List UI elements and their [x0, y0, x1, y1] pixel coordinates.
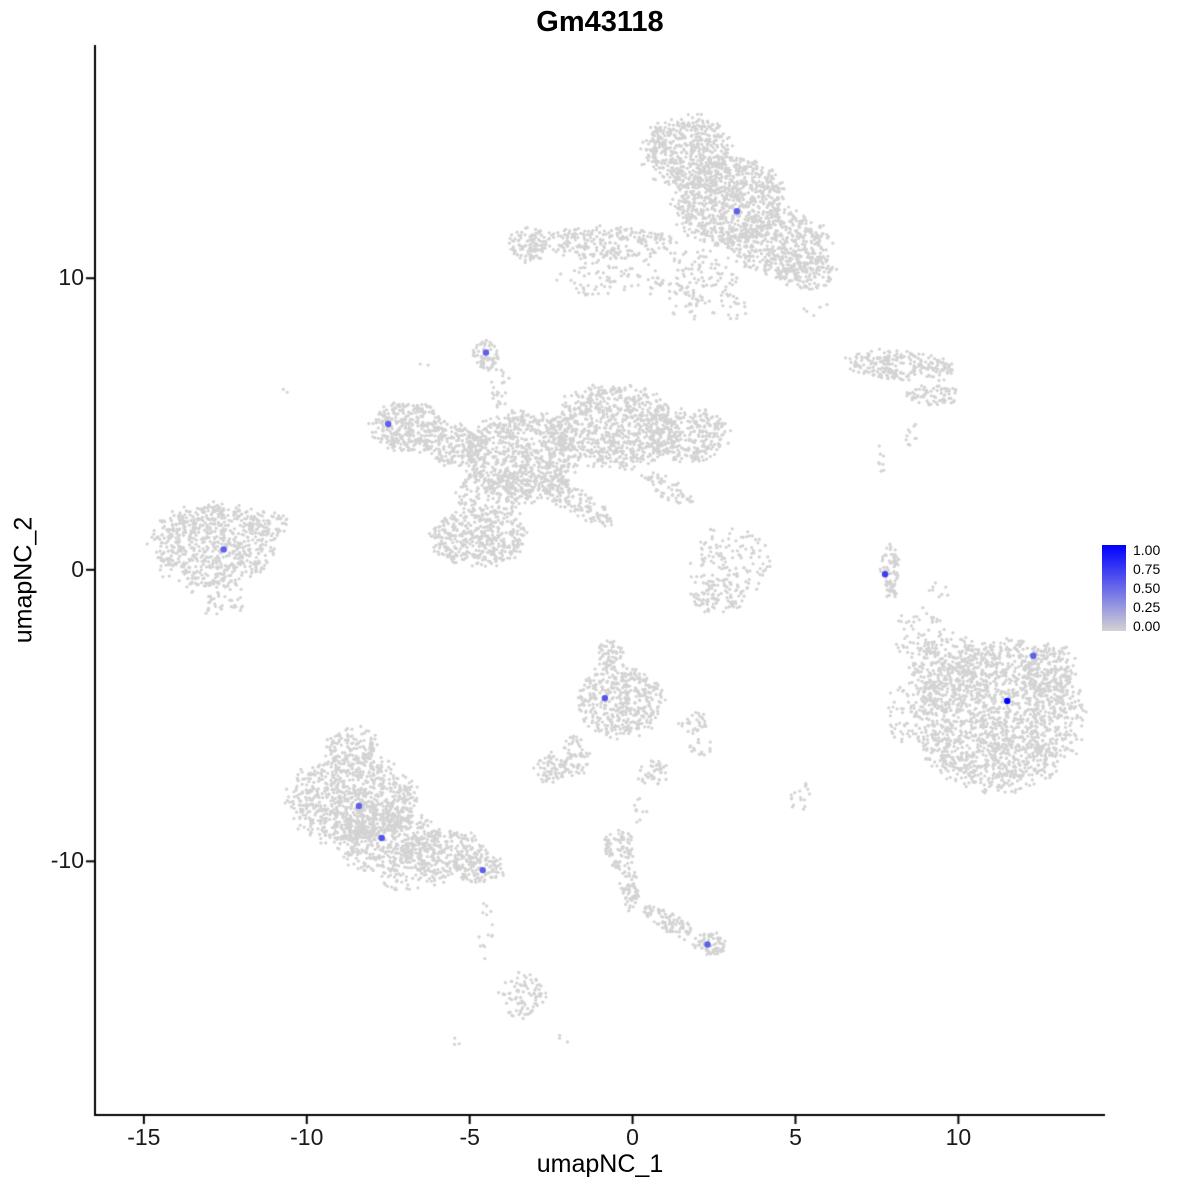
x-tick-label: 0	[626, 1124, 639, 1150]
x-tick-label: -15	[127, 1124, 161, 1150]
x-tick-label: -10	[290, 1124, 324, 1150]
colorbar-tick-label: 0.75	[1133, 561, 1161, 577]
y-tick-label: 10	[58, 264, 84, 291]
colorbar-tick-labels: 1.00 0.75 0.50 0.25 0.00	[1133, 543, 1160, 633]
y-tick-label: -10	[50, 847, 84, 874]
plot-title: Gm43118	[536, 6, 664, 38]
colorbar-gradient	[1102, 545, 1126, 631]
x-tick-label: 10	[945, 1124, 972, 1150]
y-tick-label: 0	[71, 555, 84, 582]
colorbar-tick-label: 0.25	[1133, 599, 1161, 615]
colorbar-tick-label: 0.00	[1133, 618, 1161, 634]
colorbar-tick-label: 1.00	[1133, 542, 1161, 558]
colorbar-tick-label: 0.50	[1133, 580, 1161, 596]
x-tick-label: -5	[459, 1124, 480, 1150]
x-axis-title: umapNC_1	[536, 1150, 664, 1178]
x-tick-label: 5	[789, 1124, 802, 1150]
colorbar-legend: 1.00 0.75 0.50 0.25 0.00	[1102, 543, 1160, 633]
